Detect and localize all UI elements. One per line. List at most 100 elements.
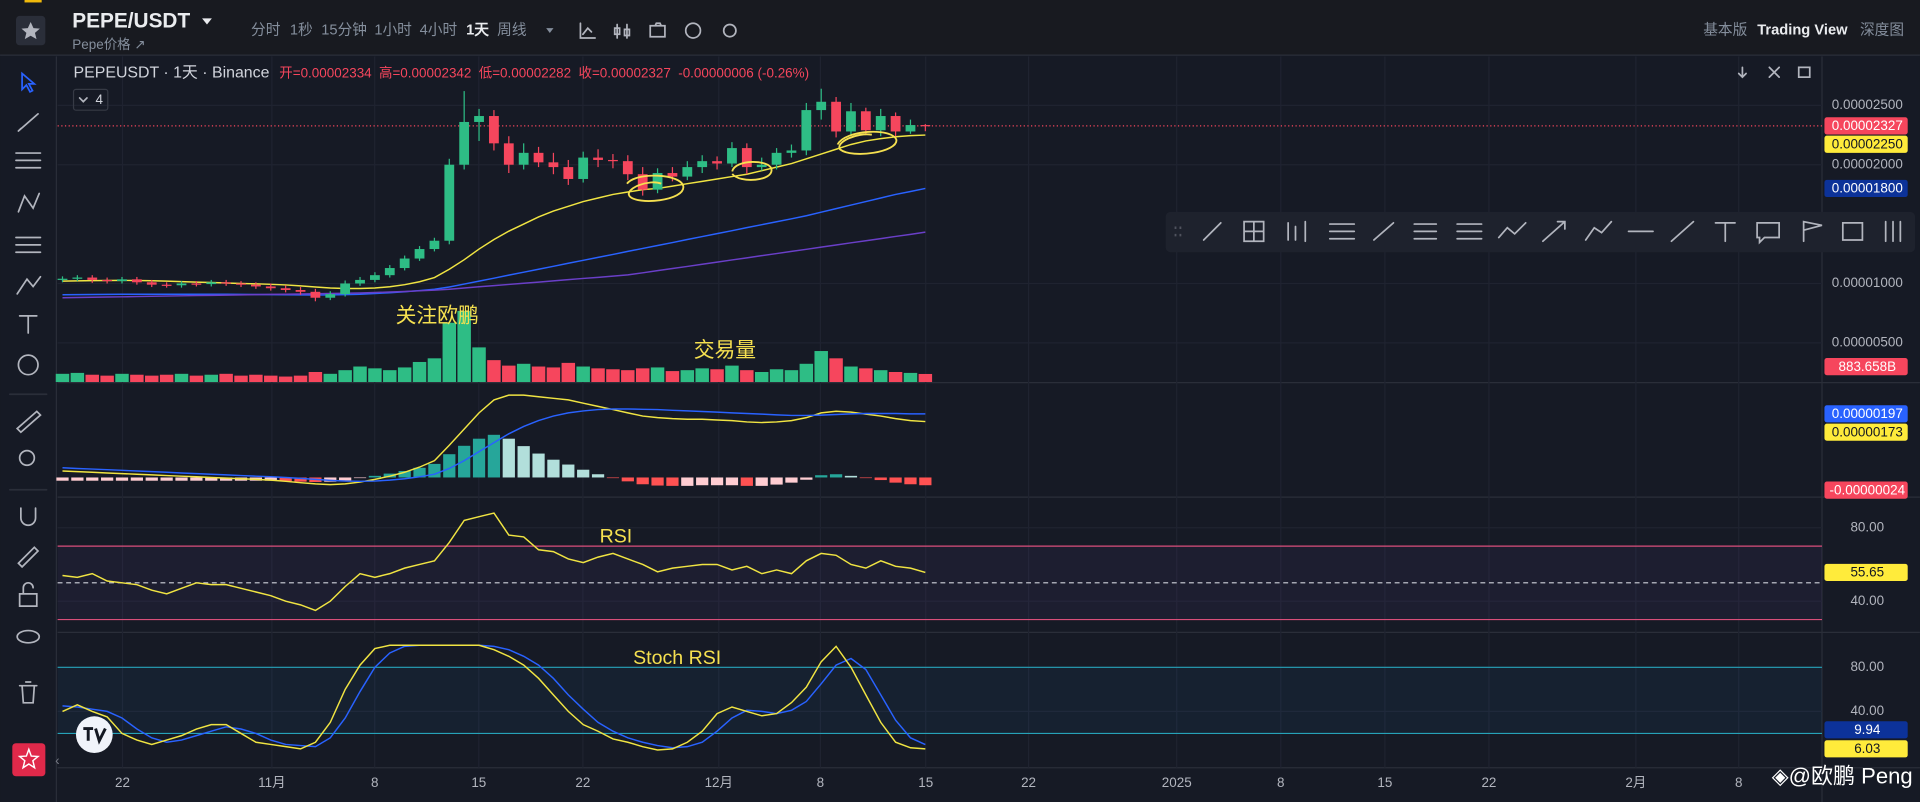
candle-body <box>756 164 767 168</box>
settings-icon[interactable] <box>722 23 737 38</box>
collapse-arrow[interactable]: ‹ <box>55 753 59 768</box>
toolbar-icon[interactable] <box>1884 220 1902 243</box>
pane-close[interactable] <box>1768 66 1780 78</box>
macd-histogram <box>145 477 158 481</box>
delete-tool[interactable] <box>18 681 38 704</box>
volume-bar <box>531 366 546 383</box>
chart-type-icon[interactable] <box>613 23 631 39</box>
subtitle[interactable]: Pepe价格 ↗ <box>72 37 145 52</box>
legend-close: 收=0.00002327 <box>578 65 670 80</box>
add-icon[interactable] <box>684 22 702 39</box>
candle-body <box>712 161 722 164</box>
x-tick-label: 15 <box>1377 775 1392 790</box>
fib-tool[interactable] <box>15 152 42 169</box>
hand-drawn-marks <box>626 130 898 202</box>
toolbar-icon[interactable] <box>1802 220 1823 243</box>
candle-body <box>771 152 782 165</box>
zoom-tool[interactable] <box>18 449 36 467</box>
interval[interactable]: 4小时 <box>420 21 458 38</box>
toolbar-icon[interactable] <box>1670 220 1695 243</box>
pattern-tool[interactable] <box>17 192 41 213</box>
interval-dropdown[interactable] <box>546 28 554 34</box>
y-tick-label: 0.00002000 <box>1832 156 1903 171</box>
symbol-dropdown[interactable] <box>202 18 212 25</box>
visibility-tool[interactable] <box>16 629 41 644</box>
y-tick-label: 0.00000500 <box>1832 334 1903 349</box>
interval-active[interactable]: 1天 <box>466 21 489 38</box>
volume-bar <box>606 369 620 383</box>
interval[interactable]: 周线 <box>497 21 527 38</box>
volume-bar <box>338 370 352 383</box>
volume-bar <box>591 368 605 383</box>
candle-body <box>370 275 380 280</box>
toolbar-icon[interactable] <box>1541 220 1566 243</box>
measure-tool[interactable] <box>15 410 42 434</box>
legend-low: 低=0.00002282 <box>479 65 571 80</box>
toolbar-icon[interactable] <box>1841 221 1864 241</box>
view-option[interactable]: 基本版 <box>1703 21 1747 38</box>
macd-histogram <box>353 477 367 479</box>
volume-bar <box>159 374 174 383</box>
view-option-active[interactable]: Trading View <box>1757 22 1848 38</box>
emoji-tool[interactable] <box>17 354 39 376</box>
candle-body <box>667 173 678 177</box>
macd-histogram <box>547 459 560 478</box>
macd-histogram <box>413 467 426 478</box>
candle-body <box>489 116 499 144</box>
rsi-line <box>62 512 926 612</box>
view-option[interactable]: 深度图 <box>1860 21 1904 38</box>
annotation: 关注欧鹏 <box>396 305 479 328</box>
circle-mark <box>836 130 898 155</box>
indicator-icon[interactable] <box>579 22 596 39</box>
interval[interactable]: 1秒 <box>290 21 313 38</box>
line-tool[interactable] <box>17 113 39 132</box>
indicator-toggle[interactable] <box>72 88 109 111</box>
toolbar-icon[interactable] <box>1714 221 1736 243</box>
symbol[interactable]: PEPE/USDT <box>72 10 190 33</box>
toolbar-icon[interactable] <box>1413 223 1438 240</box>
favorites-button[interactable] <box>12 743 46 777</box>
volume-bar <box>695 368 709 383</box>
pane-maximize[interactable] <box>1797 66 1811 78</box>
text-tool[interactable] <box>18 315 38 334</box>
toolbar-icon[interactable] <box>1287 220 1307 243</box>
toolbar-icon[interactable] <box>1202 221 1222 241</box>
macd-histogram <box>889 477 902 483</box>
price-tag-label: 0.00002250 <box>1832 136 1903 151</box>
tv-logo[interactable] <box>75 716 113 754</box>
pane-down[interactable] <box>1737 66 1747 79</box>
interval[interactable]: 1小时 <box>374 21 412 38</box>
toolbar-icon[interactable] <box>1243 220 1265 243</box>
stoch-k-line <box>62 644 926 751</box>
candle-body <box>102 279 113 282</box>
volume-bar <box>650 367 665 383</box>
volume-bar <box>457 310 471 383</box>
toolbar-icon[interactable] <box>1756 221 1780 245</box>
moving-average <box>62 134 926 290</box>
brush-tool[interactable] <box>16 275 42 295</box>
toolbar-icon[interactable] <box>1456 223 1483 240</box>
lock-tool[interactable] <box>18 582 38 607</box>
moving-average <box>62 231 926 299</box>
macd-histogram <box>666 477 679 486</box>
lock-draw-tool[interactable] <box>17 546 40 569</box>
interval[interactable]: 15分钟 <box>321 21 367 38</box>
toolbar-icon[interactable] <box>1497 221 1527 239</box>
candle-body <box>503 143 514 165</box>
magnet-tool[interactable] <box>20 507 37 527</box>
candle-body <box>578 157 589 179</box>
macd-histogram <box>562 464 575 478</box>
toolbar-icon[interactable] <box>1372 221 1395 241</box>
snapshot-icon[interactable] <box>649 22 666 38</box>
interval[interactable]: 分时 <box>251 21 281 38</box>
prediction-tool[interactable] <box>15 236 42 254</box>
candle-body <box>860 111 871 131</box>
cursor-tool[interactable] <box>21 71 37 93</box>
annotation: 交易量 <box>694 339 756 362</box>
toolbar-icon[interactable] <box>1584 220 1613 241</box>
legend-open: 开=0.00002334 <box>279 65 372 80</box>
toolbar-icon[interactable] <box>1328 223 1356 240</box>
drag-handle[interactable] <box>1174 226 1182 237</box>
macd-histogram <box>294 477 307 482</box>
